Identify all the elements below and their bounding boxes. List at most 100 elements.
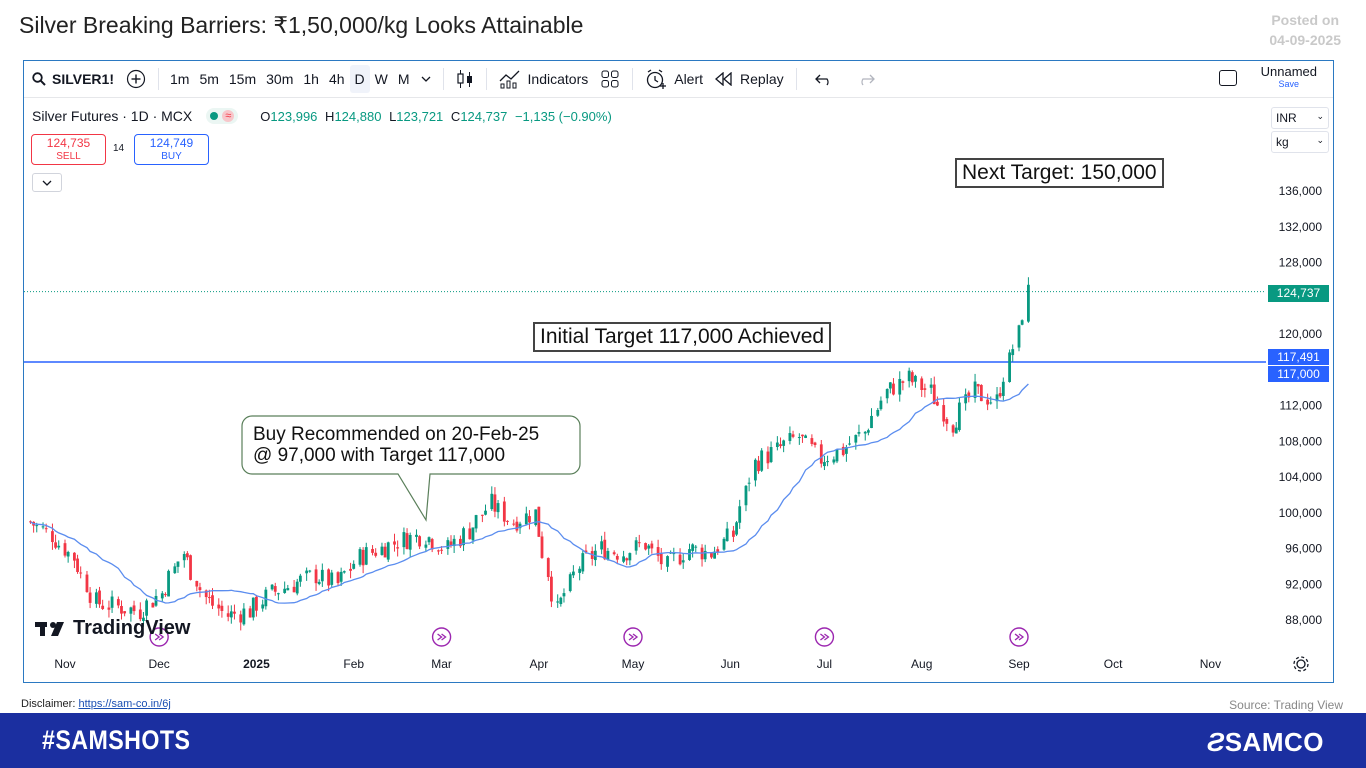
candle-body	[650, 543, 654, 549]
candle-body	[625, 558, 629, 561]
toolbar-divider	[485, 68, 487, 90]
candle-body	[167, 570, 170, 597]
legend-collapse-button[interactable]	[32, 173, 62, 192]
timeframe-5m[interactable]: 5m	[199, 71, 219, 87]
x-tick-label: Sep	[1008, 657, 1030, 671]
timeframe-dropdown[interactable]	[415, 61, 437, 97]
x-tick-label: Jun	[721, 657, 740, 671]
sell-button[interactable]: 124,735 SELL	[31, 134, 106, 165]
candle-body	[151, 602, 155, 608]
candle-body	[101, 605, 105, 609]
candle-body	[603, 539, 607, 560]
target-line	[24, 291, 1266, 363]
candle-body	[484, 510, 487, 515]
timeframe-d[interactable]: D	[349, 65, 370, 93]
alarm-clock-icon	[647, 69, 667, 89]
gear-icon[interactable]	[1292, 655, 1310, 673]
ma-line	[30, 383, 1029, 604]
timeframe-30m[interactable]: 30m	[266, 71, 294, 87]
candle-body	[622, 556, 625, 562]
candle-body	[716, 549, 720, 552]
candle-body	[559, 597, 563, 605]
candle-body	[898, 378, 902, 395]
y-tick-label: 108,000	[1279, 434, 1323, 448]
timeframe-w[interactable]: W	[374, 71, 388, 87]
candle-body	[810, 438, 814, 444]
candle-body	[647, 545, 651, 549]
timeframe-4h[interactable]: 4h	[328, 71, 345, 87]
timeframe-1m[interactable]: 1m	[169, 71, 190, 87]
low-value: 123,721	[396, 108, 444, 124]
candle-body	[757, 460, 760, 472]
candle-body	[1011, 349, 1015, 356]
compare-button[interactable]	[120, 61, 152, 97]
candle-body	[437, 550, 440, 552]
disclaimer-link[interactable]: https://sam-co.in/6j	[78, 698, 171, 710]
candle-body	[703, 550, 707, 560]
candle-body	[584, 550, 588, 553]
candle-body	[220, 605, 224, 611]
price-chart[interactable]: 88,000 92,000 96,000 100,000 104,000 108,000 1…	[0, 0, 1366, 713]
close-value: 124,737	[460, 108, 508, 124]
layout-icon[interactable]	[1219, 70, 1237, 86]
candle-body	[823, 462, 826, 467]
posted-date: Posted on 04-09-2025	[1269, 10, 1341, 50]
chevron-down-icon	[421, 76, 430, 82]
candle-body	[848, 443, 851, 445]
symbol-search[interactable]: SILVER1!	[24, 61, 120, 97]
candle-body	[637, 542, 641, 544]
layout-name-button[interactable]: Unnamed Save	[1261, 65, 1317, 90]
candle-body	[515, 521, 519, 531]
timeframe-group: 1m 5m 15m 30m 1h 4h D W M	[165, 61, 415, 97]
timeframe-15m[interactable]: 15m	[228, 71, 257, 87]
change-value: −1,135 (−0.90%)	[514, 108, 612, 124]
candle-body	[986, 399, 990, 405]
candle-body	[142, 617, 145, 621]
buy-button[interactable]: 124,749 BUY	[134, 134, 209, 165]
undo-icon	[814, 74, 829, 86]
candle-body	[107, 607, 111, 610]
candle-body	[462, 528, 465, 546]
candle-body	[628, 553, 632, 561]
candle-body	[606, 550, 610, 560]
candle-body	[35, 525, 39, 527]
candle-body	[396, 547, 400, 549]
next-target-annotation: Next Target: 150,000	[955, 158, 1164, 188]
candle-body	[116, 599, 120, 606]
candle-body	[145, 600, 148, 616]
undo-button[interactable]	[803, 61, 845, 97]
currency-value: INR	[1276, 111, 1297, 125]
candle-body	[973, 381, 977, 398]
candle-body	[945, 418, 949, 424]
timeframe-m[interactable]: M	[397, 71, 410, 87]
candle-body	[932, 384, 936, 405]
candle-body	[524, 513, 528, 525]
candle-body	[892, 383, 895, 395]
candle-body	[85, 574, 89, 593]
replay-button[interactable]: Replay	[709, 61, 790, 97]
candle-body	[804, 435, 808, 438]
candle-body	[490, 493, 494, 510]
currency-select[interactable]: INR ⌄	[1271, 107, 1329, 129]
candle-body	[270, 584, 274, 590]
x-tick-label: Mar	[431, 657, 452, 671]
candle-body	[813, 442, 817, 446]
candle-body	[546, 558, 550, 578]
unit-select[interactable]: kg ⌄	[1271, 131, 1329, 153]
redo-button[interactable]	[845, 61, 887, 97]
candle-body	[801, 434, 804, 437]
candle-body	[735, 522, 738, 535]
chart-type-button[interactable]	[450, 61, 480, 97]
candle-body	[979, 385, 983, 402]
candle-body	[841, 446, 845, 456]
indicators-button[interactable]: Indicators	[493, 61, 595, 97]
timeframe-1h[interactable]: 1h	[303, 71, 319, 87]
market-status-badge[interactable]: ≈	[206, 108, 239, 124]
alert-button[interactable]: Alert	[639, 61, 709, 97]
candle-body	[480, 514, 484, 516]
templates-button[interactable]	[594, 61, 626, 97]
alert-label: Alert	[674, 71, 704, 87]
buy-callout	[241, 415, 581, 522]
candle-body	[929, 384, 933, 388]
replay-label: Replay	[740, 71, 784, 87]
